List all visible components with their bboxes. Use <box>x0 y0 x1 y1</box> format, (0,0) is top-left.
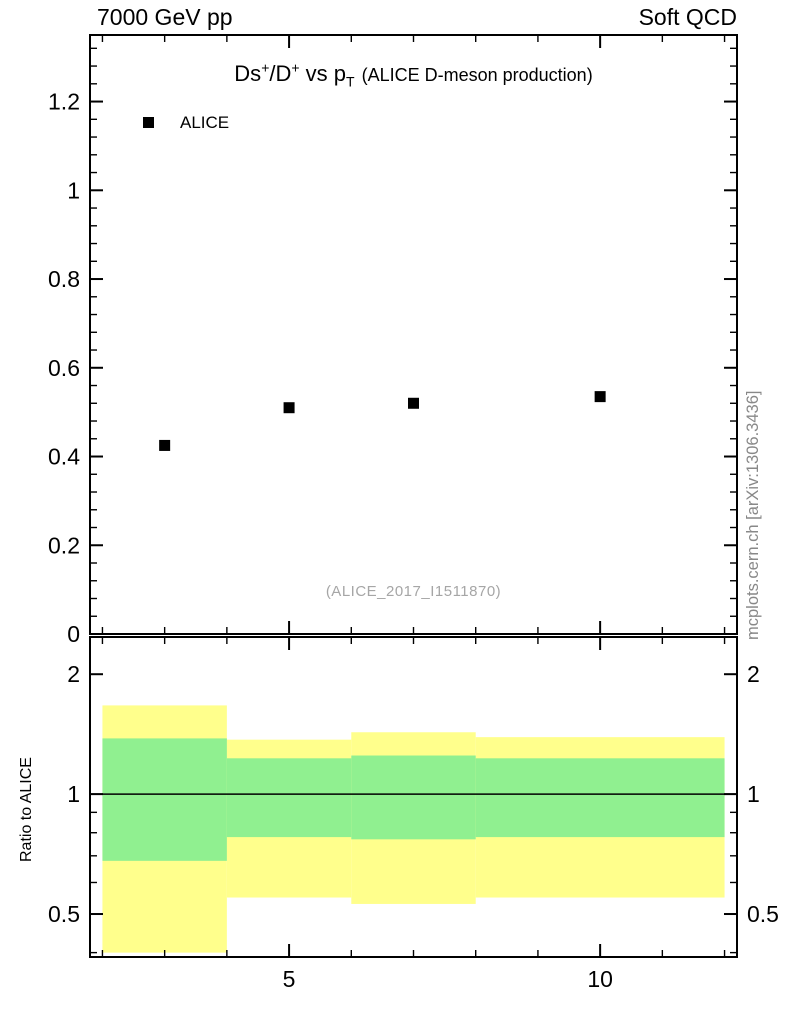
title-seg: /D <box>269 61 292 87</box>
svg-text:2: 2 <box>67 661 80 687</box>
ratio-axis-title: Ratio to ALICE <box>18 757 35 862</box>
alice-data-points <box>159 391 606 451</box>
title-sup: + <box>291 60 300 76</box>
beam-energy-label: 7000 GeV pp <box>97 4 233 30</box>
main-x-axis-ticks <box>101 35 726 634</box>
svg-text:0.8: 0.8 <box>48 266 80 292</box>
title-seg: vs p <box>299 61 347 87</box>
ratio-uncertainty-bands <box>102 705 725 953</box>
svg-text:0.4: 0.4 <box>48 444 80 470</box>
svg-text:5: 5 <box>283 966 296 992</box>
analysis-id-watermark: (ALICE_2017_I1511870) <box>325 583 502 600</box>
process-group-label: Soft QCD <box>638 4 737 30</box>
svg-text:2: 2 <box>747 661 760 687</box>
svg-text:10: 10 <box>587 966 613 992</box>
svg-text:0.5: 0.5 <box>747 901 779 927</box>
svg-text:1: 1 <box>67 177 80 203</box>
title-seg: Ds <box>234 61 262 87</box>
plot-title-main: Ds+/D+ vs pT <box>234 60 354 90</box>
legend-label-alice: ALICE <box>180 113 230 132</box>
title-sup: + <box>261 60 270 76</box>
ratio-x-axis-ticks: 5 10 <box>101 637 726 992</box>
ratio-y-axis-ticks: 0.5 0.5 1 1 2 2 <box>48 661 779 954</box>
title-sub: T <box>346 73 355 90</box>
svg-text:1.2: 1.2 <box>48 89 80 115</box>
plot-title-paren: (ALICE D-meson production) <box>361 65 593 86</box>
svg-text:0.5: 0.5 <box>48 901 80 927</box>
main-y-axis-ticks: 0 0.2 0.4 0.6 0.8 1 1.2 <box>48 47 737 647</box>
mcplots-attribution-text: mcplots.cern.ch [arXiv:1306.3436] <box>744 390 762 640</box>
svg-text:1: 1 <box>747 781 760 807</box>
svg-text:1: 1 <box>67 781 80 807</box>
svg-text:0: 0 <box>67 621 80 647</box>
svg-text:0.2: 0.2 <box>48 532 80 558</box>
legend-marker-alice <box>143 117 154 128</box>
svg-text:0.6: 0.6 <box>48 355 80 381</box>
plot-title: Ds+/D+ vs pT (ALICE D-meson production) <box>90 60 737 90</box>
